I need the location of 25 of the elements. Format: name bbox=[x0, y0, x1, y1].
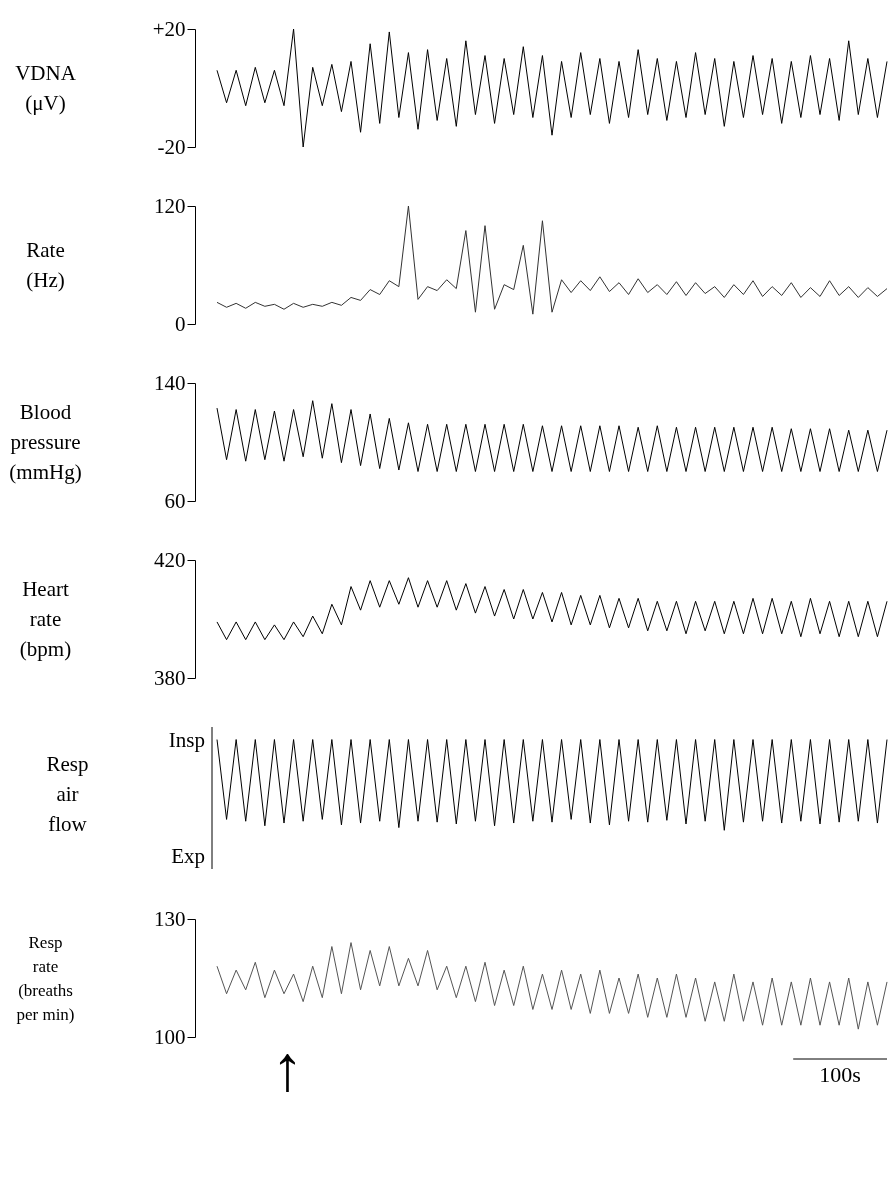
line-series bbox=[216, 205, 888, 315]
y-tick-label: 120 bbox=[154, 193, 186, 218]
text: Exp bbox=[171, 844, 205, 868]
y-axis-title: Heart rate (bpm) bbox=[19, 576, 72, 661]
line-series bbox=[216, 28, 888, 148]
annotation: ↑ bbox=[271, 1033, 304, 1104]
y-axis-title: Resp rate (breaths per min) bbox=[16, 932, 75, 1024]
y-axis-title: Blood pressure (mmHg) bbox=[9, 399, 82, 484]
line-series bbox=[216, 942, 888, 1030]
y-tick-label: 380 bbox=[154, 665, 186, 690]
y-tick-label: 100 bbox=[154, 1024, 186, 1049]
y-tick-label: 140 bbox=[154, 370, 186, 395]
y-tick-label: 420 bbox=[154, 547, 186, 572]
y-axis-title: VDNA (μV) bbox=[15, 60, 77, 115]
y-axis-title: Resp air flow bbox=[46, 751, 89, 836]
y-tick-label: 60 bbox=[164, 488, 186, 513]
text: 100s bbox=[819, 1062, 861, 1087]
y-tick-label: -20 bbox=[157, 134, 186, 159]
line-series bbox=[216, 577, 888, 641]
y-tick-label: 130 bbox=[154, 906, 186, 931]
text: Insp bbox=[168, 728, 205, 752]
y-tick-label: +20 bbox=[152, 16, 186, 41]
y-tick-label: 0 bbox=[175, 311, 186, 336]
y-axis-title: Rate (Hz) bbox=[26, 237, 65, 292]
line-series bbox=[216, 400, 888, 472]
